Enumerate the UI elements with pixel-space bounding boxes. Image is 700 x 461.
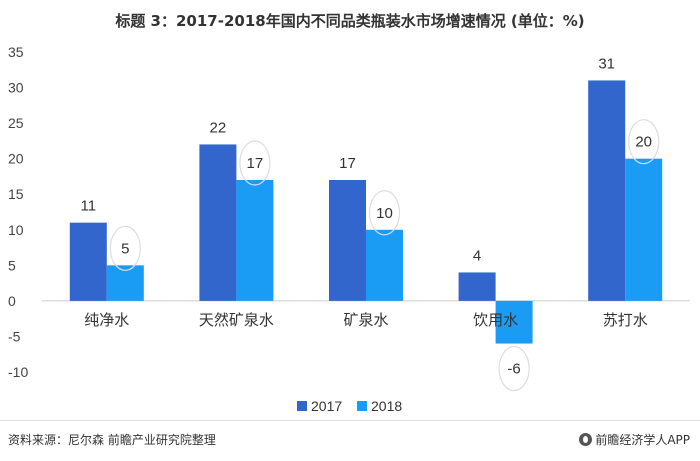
y-tick-label: 5 [8, 257, 16, 273]
y-tick-label: 10 [8, 222, 24, 238]
footer: 资料来源：尼尔森 前瞻产业研究院整理 前瞻经济学人APP [0, 420, 700, 461]
legend-swatch [357, 401, 367, 411]
data-label: 31 [598, 55, 615, 72]
bars: 11 5 22 17 17 10 4 -6 31 20 [69, 55, 663, 392]
bar-2017 [329, 180, 366, 301]
data-label: 20 [635, 134, 652, 151]
y-tick-label: -10 [8, 364, 28, 380]
y-tick-label: 35 [8, 44, 24, 60]
data-label: 17 [247, 155, 264, 172]
x-tick-label: 苏打水 [603, 311, 648, 329]
y-axis-ticks: 35 30 25 20 15 10 5 0 -5 -10 [8, 44, 28, 380]
x-axis-labels: 纯净水 天然矿泉水 矿泉水 饮用水 苏打水 [84, 311, 647, 329]
brand-label: 前瞻经济学人APP [579, 431, 690, 448]
y-tick-label: 0 [8, 293, 16, 309]
data-label: 5 [121, 240, 129, 257]
x-tick-label: 饮用水 [473, 311, 518, 329]
bar-chart: 35 30 25 20 15 10 5 0 -5 -10 11 5 22 17 17 10 4 -6 31 20 纯… [8, 44, 690, 414]
legend: 2017 2018 [297, 398, 402, 414]
y-tick-label: 15 [8, 186, 24, 202]
legend-label: 2017 [311, 398, 342, 414]
bar-2018 [366, 229, 403, 301]
value-highlight-circle [498, 345, 530, 392]
legend-swatch [297, 401, 307, 411]
x-tick-label: 天然矿泉水 [199, 311, 274, 329]
bar-2018 [106, 265, 144, 301]
bar-2018 [236, 180, 274, 301]
value-highlight-circle [368, 190, 401, 236]
bar-2017 [458, 272, 496, 301]
y-tick-label: 20 [8, 151, 24, 167]
y-tick-label: -5 [8, 328, 21, 344]
data-label: 11 [81, 198, 97, 215]
value-highlight-circle [628, 119, 660, 165]
bar-2017 [69, 222, 107, 301]
bar-2017 [588, 80, 626, 301]
data-label: -6 [507, 361, 520, 378]
value-highlight-circle [109, 225, 141, 271]
qianzhan-logo-icon [579, 433, 593, 446]
bar-2018 [495, 300, 533, 344]
value-highlight-circle [239, 140, 271, 186]
brand-text: 前瞻经济学人APP [595, 433, 690, 447]
data-label: 22 [210, 119, 227, 136]
bar-2018 [625, 158, 663, 301]
chart-title: 标题 3：2017-2018年国内不同品类瓶装水市场增速情况 (单位：%) [115, 12, 585, 30]
y-tick-label: 30 [8, 80, 24, 96]
x-tick-label: 矿泉水 [343, 311, 388, 329]
data-label: 4 [473, 247, 481, 264]
source-note: 资料来源：尼尔森 前瞻产业研究院整理 [8, 433, 216, 447]
bar-2017 [199, 144, 237, 301]
data-label: 17 [339, 155, 356, 172]
legend-label: 2018 [371, 398, 402, 414]
data-label: 10 [376, 205, 393, 222]
y-tick-label: 25 [8, 115, 24, 131]
x-tick-label: 纯净水 [84, 311, 129, 329]
